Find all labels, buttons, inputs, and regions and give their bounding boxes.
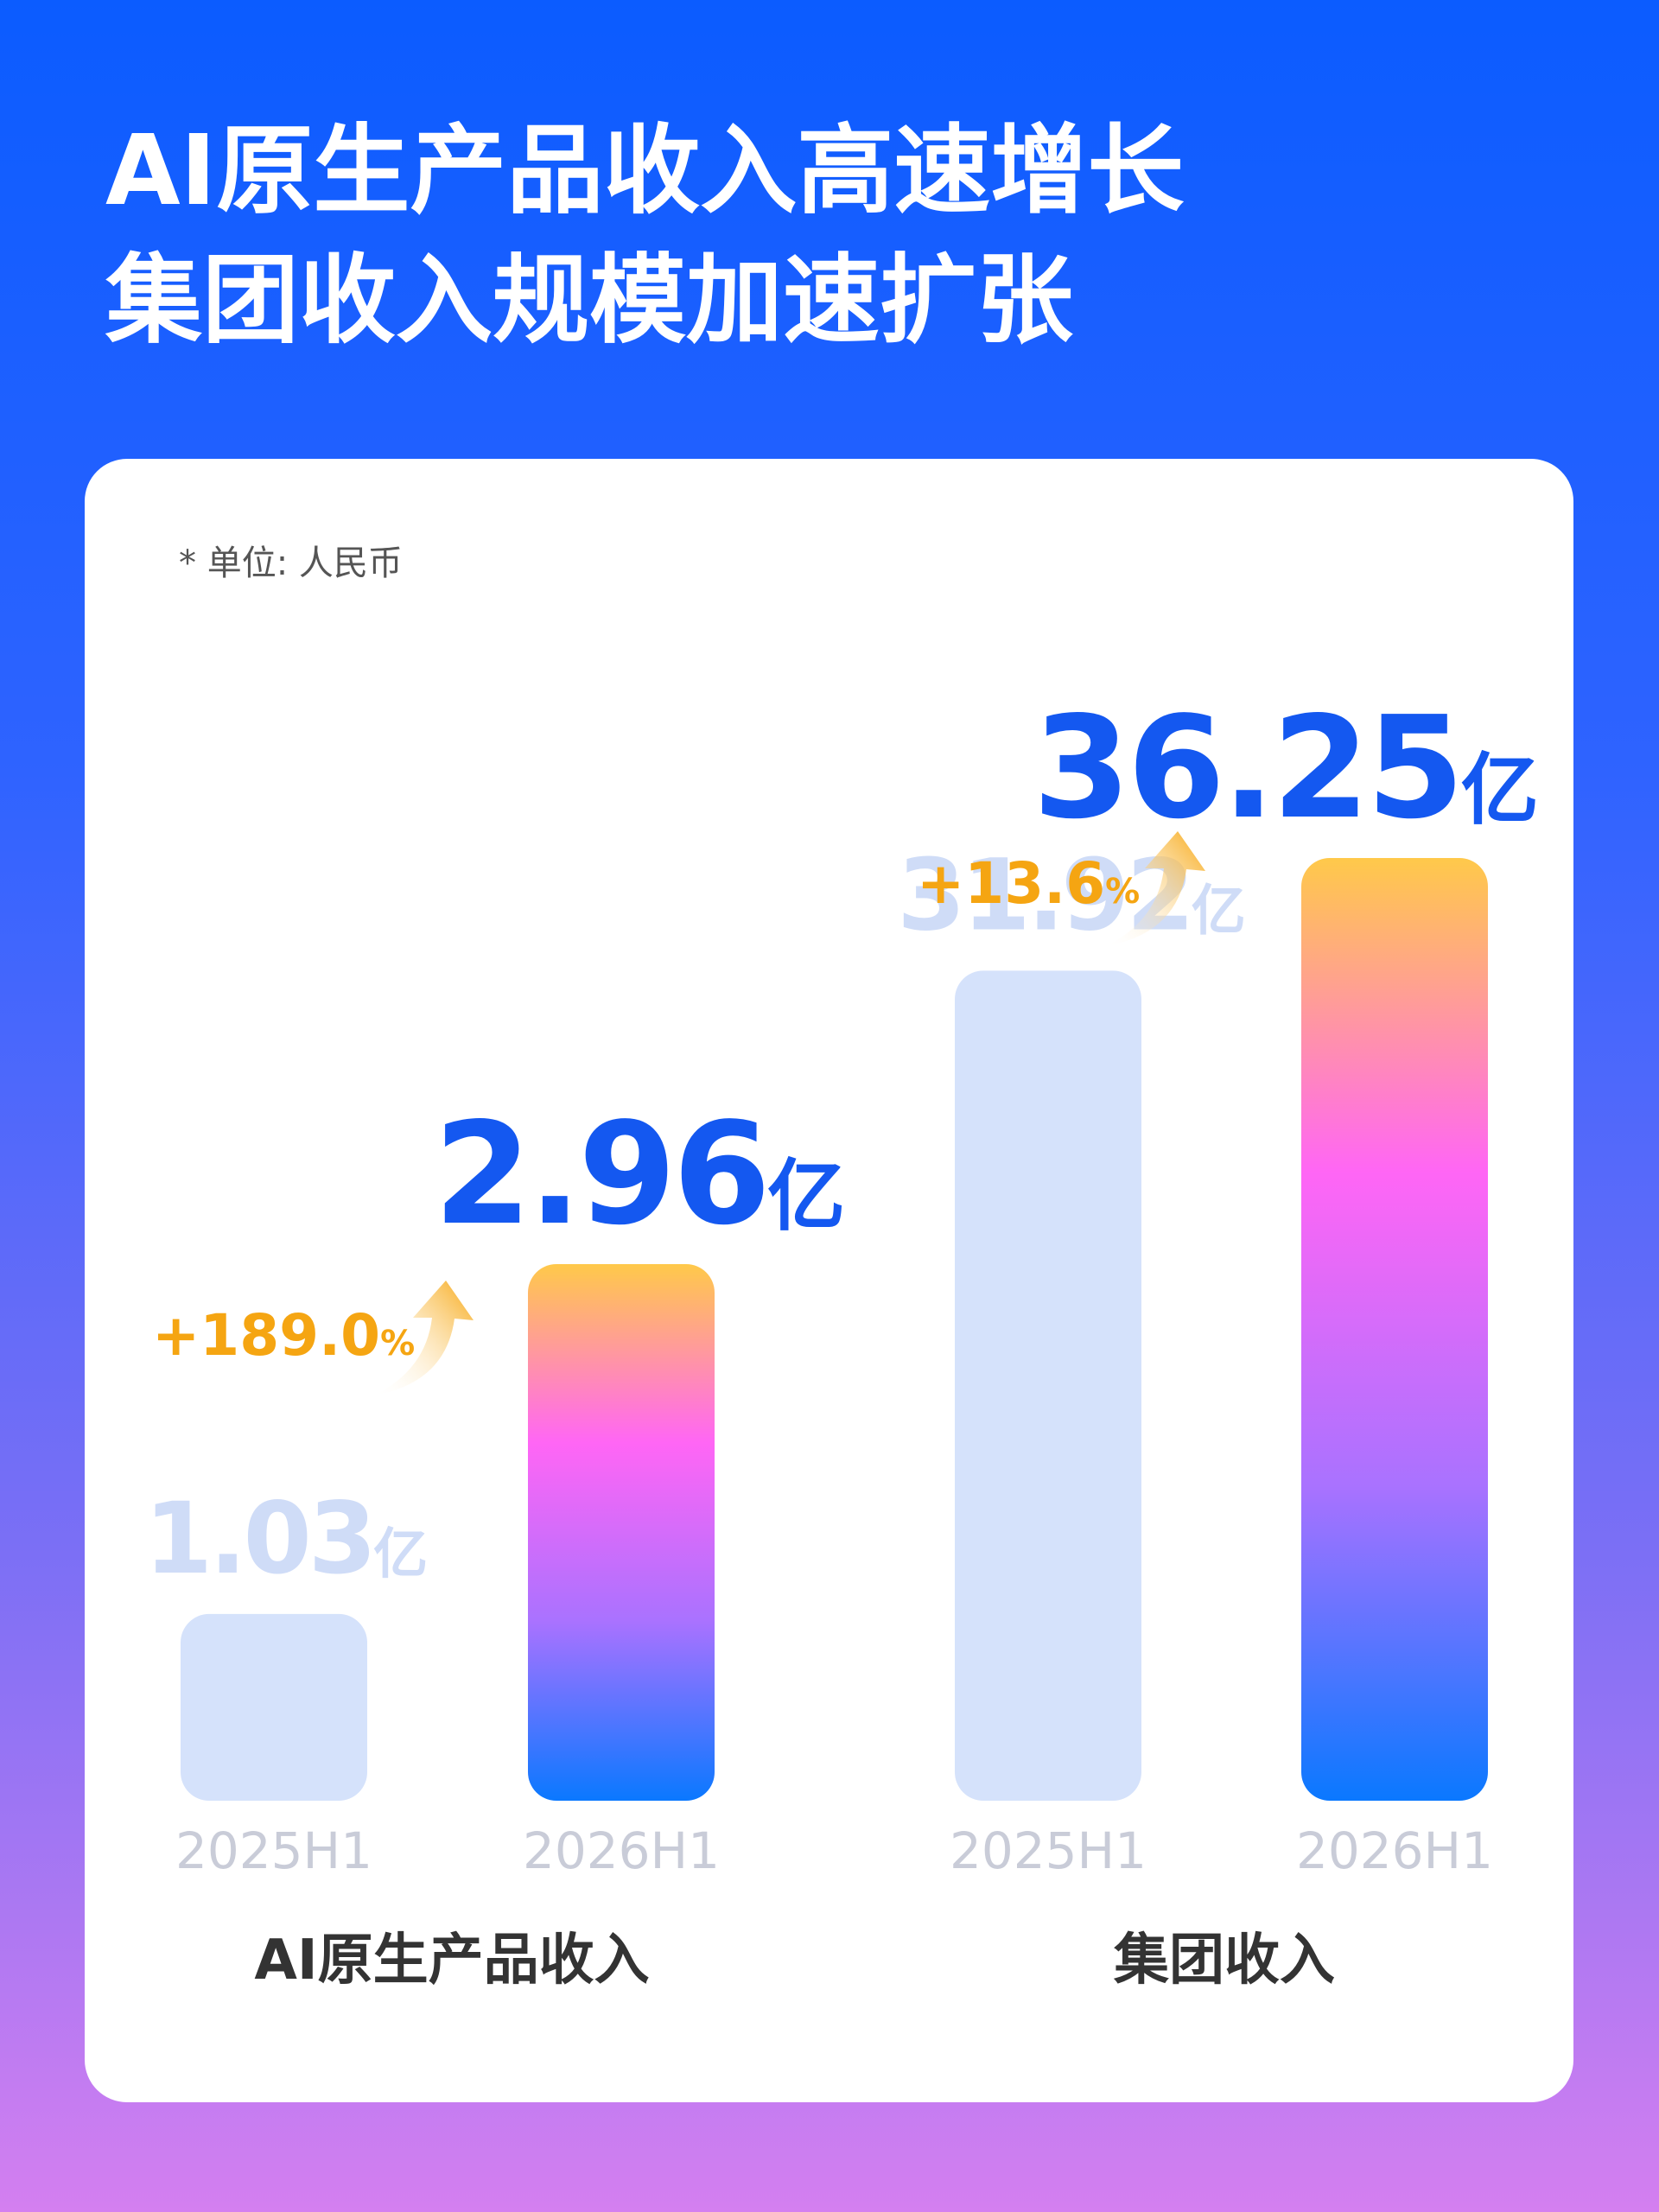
x-tick-label: 2025H1 bbox=[950, 1821, 1147, 1880]
title-line: AI原生产品收入高速增长 bbox=[105, 115, 1184, 227]
x-tick-label: 2026H1 bbox=[523, 1821, 720, 1880]
x-tick-label: 2026H1 bbox=[1296, 1821, 1493, 1880]
group-label: AI原生产品收入 bbox=[254, 1929, 649, 1993]
x-tick-label: 2025H1 bbox=[175, 1821, 372, 1880]
value-label: 31.92亿 bbox=[897, 837, 1244, 952]
group-label: 集团收入 bbox=[1113, 1929, 1335, 1993]
value-label: 36.25亿 bbox=[1033, 687, 1535, 850]
growth-arrow bbox=[374, 1281, 474, 1395]
bar bbox=[181, 1613, 367, 1801]
bar bbox=[955, 970, 1141, 1801]
growth-arrow bbox=[1106, 831, 1205, 946]
growth-annotation: +13.6% bbox=[917, 850, 1140, 917]
title-line: 集团收入规模加速扩张 bbox=[105, 245, 1073, 357]
value-label: 2.96亿 bbox=[434, 1093, 842, 1256]
unit-note: * 单位: 人民币 bbox=[179, 543, 403, 583]
growth-annotation: +189.0% bbox=[152, 1302, 415, 1369]
bar bbox=[528, 1263, 715, 1801]
bar bbox=[1301, 858, 1488, 1801]
value-label: 1.03亿 bbox=[144, 1481, 426, 1596]
